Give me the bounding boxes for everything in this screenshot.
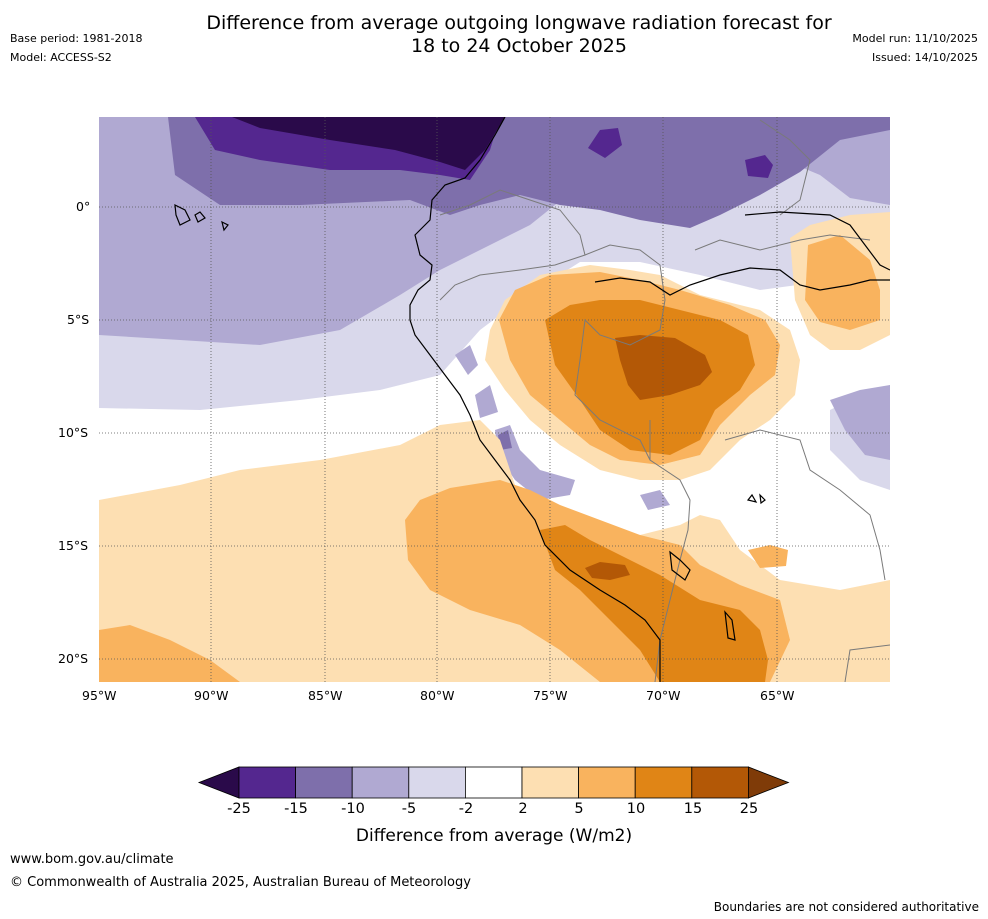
lon-label-75w: 75°W (533, 688, 568, 703)
coastline (174, 117, 890, 682)
base-period: Base period: 1981-2018 (10, 32, 143, 45)
lon-label-70w: 70°W (646, 688, 681, 703)
legend-tick-5: -2 (458, 801, 474, 817)
pos-region-strong (540, 300, 768, 682)
legend-tick-2: -15 (284, 801, 308, 817)
lat-label-20s: 20°S (58, 651, 89, 666)
country-borders (439, 119, 890, 682)
model-run: Model run: 11/10/2025 (852, 32, 978, 45)
lon-label-95w: 95°W (82, 688, 117, 703)
legend-tick-1: -25 (227, 801, 251, 817)
pos-region-extreme (585, 335, 712, 580)
legend-tick-7: 5 (574, 801, 584, 817)
legend-tick-9: 15 (683, 801, 703, 817)
map-title: Difference from average outgoing longwav… (0, 12, 988, 58)
lon-label-80w: 80°W (420, 688, 455, 703)
lon-label-85w: 85°W (308, 688, 343, 703)
legend-tick-4: -5 (401, 801, 417, 817)
legend-tick-10: 25 (739, 801, 759, 817)
legend-tick-3: -10 (341, 801, 365, 817)
lat-label-15s: 15°S (58, 538, 89, 553)
legend-tick-6: 2 (518, 801, 528, 817)
issued-date: Issued: 14/10/2025 (871, 51, 978, 64)
legend-tick-8: 10 (626, 801, 646, 817)
model-name: Model: ACCESS-S2 (10, 51, 112, 64)
lon-label-65w: 65°W (760, 688, 795, 703)
title-line-1: Difference from average outgoing longwav… (206, 12, 832, 34)
legend-label: Difference from average (W/m2) (355, 826, 633, 846)
lat-label-0: 0° (76, 199, 91, 214)
footer-disclaimer: Boundaries are not considered authoritat… (713, 900, 979, 914)
footer-copyright: © Commonwealth of Australia 2025, Austra… (10, 875, 471, 890)
lat-label-5s: 5°S (67, 312, 90, 327)
footer-url: www.bom.gov.au/climate (10, 852, 174, 867)
lat-label-10s: 10°S (58, 425, 89, 440)
lon-label-90w: 90°W (194, 688, 229, 703)
graticule (99, 117, 890, 682)
title-line-2: 18 to 24 October 2025 (411, 35, 627, 57)
